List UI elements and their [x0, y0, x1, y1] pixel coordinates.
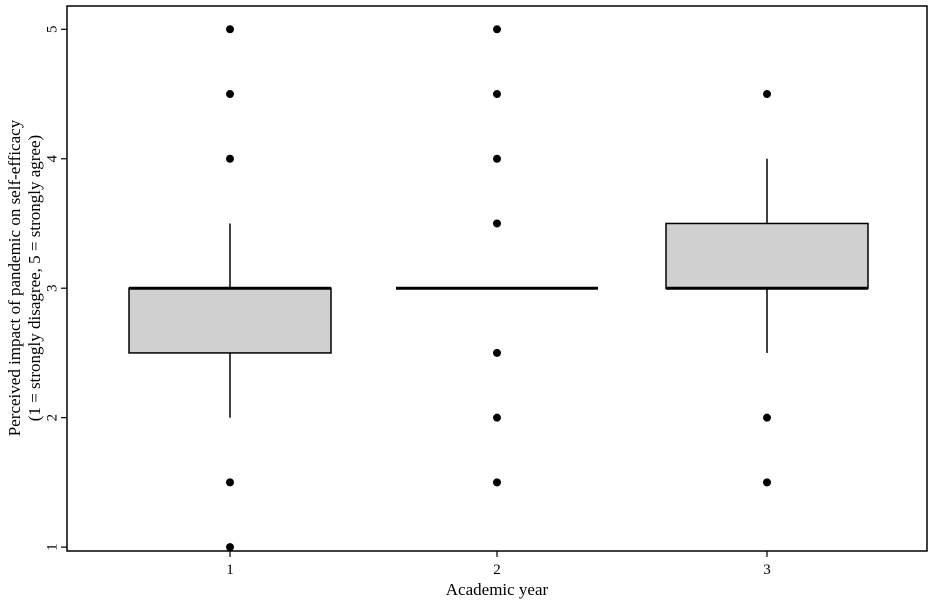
outlier-point — [763, 413, 771, 422]
y-axis-title-line2: (1 = strongly disagree, 5 = strongly agr… — [25, 135, 44, 421]
outlier-point — [493, 90, 501, 99]
x-axis: 1 2 3 — [226, 551, 771, 578]
box-group-3 — [665, 90, 869, 487]
outlier-point — [493, 154, 501, 163]
outlier-point — [493, 348, 501, 357]
outlier-point — [763, 478, 771, 487]
boxes-layer — [128, 25, 869, 552]
iqr-box — [665, 222, 869, 289]
outlier-point — [226, 478, 234, 487]
outlier-point — [493, 25, 501, 34]
x-tick-label: 2 — [493, 562, 501, 578]
y-tick-label: 5 — [44, 26, 60, 34]
box-group-1 — [128, 25, 332, 552]
y-axis-title: Perceived impact of pandemic on self-eff… — [5, 119, 24, 436]
x-tick-label: 1 — [226, 562, 234, 578]
x-tick-label: 3 — [763, 562, 771, 578]
outlier-point — [493, 478, 501, 487]
outlier-point — [763, 90, 771, 99]
iqr-box — [128, 287, 332, 354]
outlier-point — [493, 219, 501, 228]
y-axis: 1 2 3 4 5 — [44, 26, 67, 551]
y-tick-label: 1 — [44, 543, 60, 551]
y-tick-label: 4 — [44, 155, 60, 163]
outlier-point — [226, 25, 234, 34]
outlier-point — [493, 413, 501, 422]
y-tick-label: 3 — [44, 284, 60, 292]
box-group-2 — [396, 25, 598, 487]
x-axis-title: Academic year — [446, 580, 549, 599]
outlier-point — [226, 543, 234, 552]
y-tick-label: 2 — [44, 414, 60, 422]
outlier-point — [226, 154, 234, 163]
outlier-point — [226, 90, 234, 99]
